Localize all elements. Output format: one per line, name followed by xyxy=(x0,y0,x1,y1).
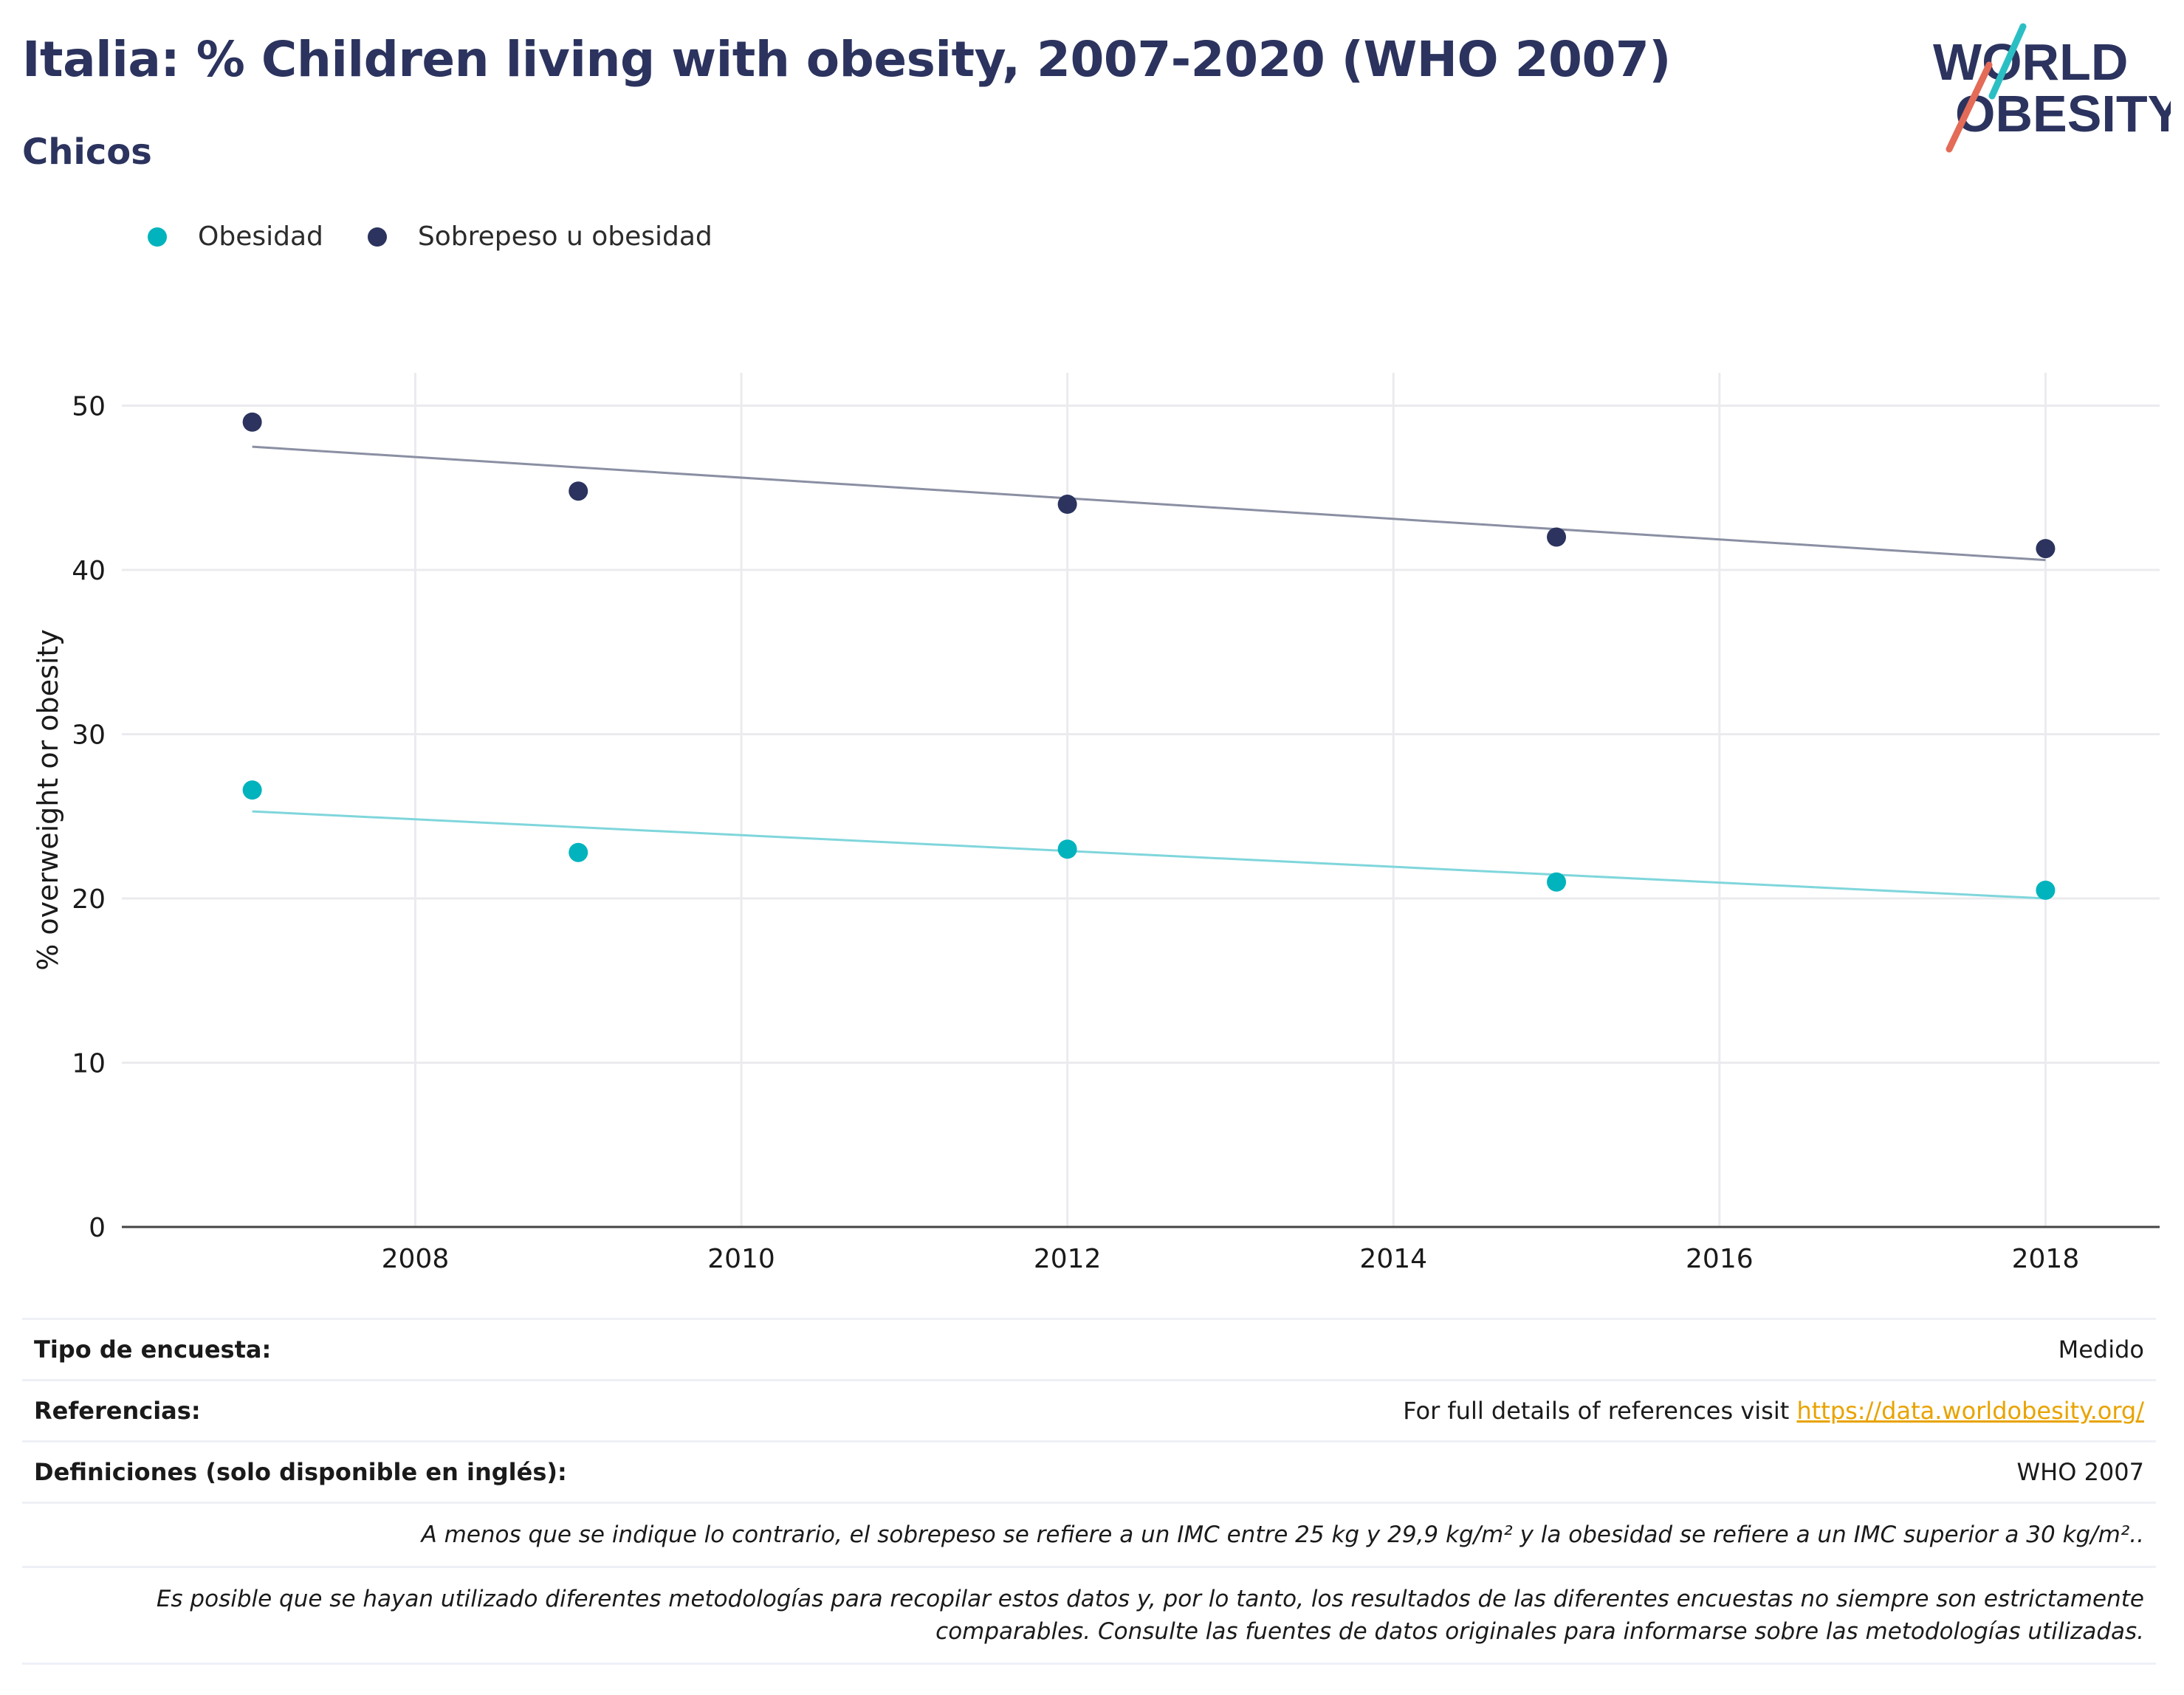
chart-title: Italia: % Children living with obesity, … xyxy=(22,31,1671,88)
logo-line1: WORLD xyxy=(1933,33,2128,91)
y-tick-label: 20 xyxy=(72,884,106,915)
survey-type-label: Tipo de encuesta: xyxy=(34,1335,272,1364)
data-point xyxy=(1547,872,1567,892)
trend-lines xyxy=(252,445,2046,900)
data-point xyxy=(242,780,262,800)
x-tick-label: 2016 xyxy=(1686,1244,1754,1274)
data-point xyxy=(2036,880,2056,900)
x-tick-label: 2012 xyxy=(1034,1244,1102,1274)
data-point xyxy=(1547,527,1567,547)
definitions-value: WHO 2007 xyxy=(2016,1458,2145,1486)
trend-line xyxy=(252,810,2046,900)
data-point xyxy=(569,842,588,862)
definitions-label: Definiciones (solo disponible en inglés)… xyxy=(34,1458,567,1486)
legend-item-overweight[interactable]: Sobrepeso u obesidad xyxy=(367,221,712,252)
survey-type-value: Medido xyxy=(2058,1335,2144,1364)
y-tick-label: 30 xyxy=(72,721,106,751)
data-point xyxy=(1057,839,1077,859)
y-axis-label: % overweight or obesity xyxy=(32,629,64,971)
info-row-survey: Tipo de encuesta: Medido xyxy=(22,1318,2156,1379)
chart-legend: Obesidad Sobrepeso u obesidad xyxy=(148,221,757,252)
x-tick-label: 2014 xyxy=(1359,1244,1427,1274)
bmi-note: A menos que se indique lo contrario, el … xyxy=(22,1502,2156,1566)
legend-marker-overweight xyxy=(367,227,387,247)
references-label: Referencias: xyxy=(34,1397,201,1425)
grid-lines xyxy=(122,373,2160,1227)
data-point xyxy=(569,481,588,501)
info-row-references: Referencias: For full details of referen… xyxy=(22,1379,2156,1440)
methodology-note-line2: comparables. Consulte las fuentes de dat… xyxy=(935,1618,2144,1645)
data-point xyxy=(2036,539,2056,559)
chart-subtitle: Chicos xyxy=(22,131,152,173)
x-tick-label: 2018 xyxy=(2012,1244,2080,1274)
logo-line2: OBESITY xyxy=(1955,85,2171,142)
references-link[interactable]: https://data.worldobesity.org/ xyxy=(1796,1397,2144,1425)
x-tick-label: 2010 xyxy=(707,1244,775,1274)
references-value: For full details of references visit htt… xyxy=(1403,1397,2144,1425)
references-text: For full details of references visit xyxy=(1403,1397,1790,1425)
y-tick-label: 10 xyxy=(72,1049,106,1079)
trend-line xyxy=(252,445,2046,562)
data-point xyxy=(242,412,262,432)
info-table: Tipo de encuesta: Medido Referencias: Fo… xyxy=(22,1318,2156,1665)
data-points xyxy=(242,412,2056,900)
y-tick-label: 50 xyxy=(72,392,106,422)
legend-marker-obesity xyxy=(148,227,167,247)
axes: 0 10 20 30 40 50 2008 2010 2012 2014 2016 2018 xyxy=(72,392,2160,1274)
scatter-chart: 0 10 20 30 40 50 2008 2010 2012 2014 2016 2018 % ov… xyxy=(32,373,2160,1274)
legend-item-obesity[interactable]: Obesidad xyxy=(148,221,323,252)
y-tick-label: 0 xyxy=(89,1213,106,1243)
methodology-note-line1: Es posible que se hayan utilizado difere… xyxy=(156,1586,2144,1612)
legend-label-obesity: Obesidad xyxy=(198,221,323,252)
data-point xyxy=(1057,495,1077,514)
methodology-note: Es posible que se hayan utilizado difere… xyxy=(22,1566,2156,1665)
x-tick-label: 2008 xyxy=(382,1244,450,1274)
world-obesity-logo: WORLD OBESITY xyxy=(1933,23,2171,153)
info-row-definitions: Definiciones (solo disponible en inglés)… xyxy=(22,1440,2156,1502)
y-tick-label: 40 xyxy=(72,556,106,586)
legend-label-overweight: Sobrepeso u obesidad xyxy=(417,221,712,252)
